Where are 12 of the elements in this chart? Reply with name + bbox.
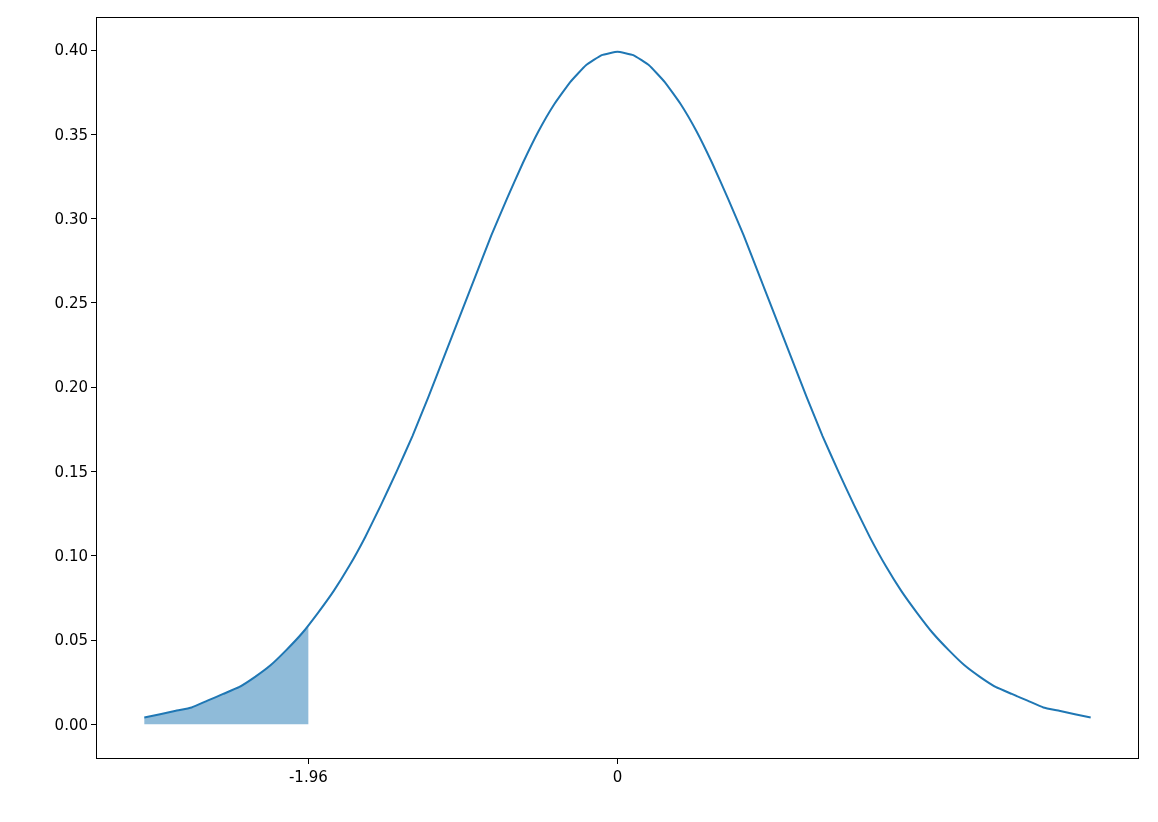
y-tick-label: 0.00 [54,715,88,734]
y-tick-label: 0.10 [54,546,88,565]
y-tick-label: 0.40 [54,41,88,60]
y-tick-label: 0.35 [54,125,88,144]
line-series [143,50,1092,719]
x-tick-label: -1.96 [288,768,328,786]
y-tick-label: 0.25 [54,294,88,313]
y-tick-label: 0.05 [54,631,88,650]
x-tick-label: 0 [612,768,623,786]
y-tick-label: 0.20 [54,378,88,397]
y-tick-label: 0.30 [54,209,88,228]
y-tick-label: 0.15 [54,462,88,481]
